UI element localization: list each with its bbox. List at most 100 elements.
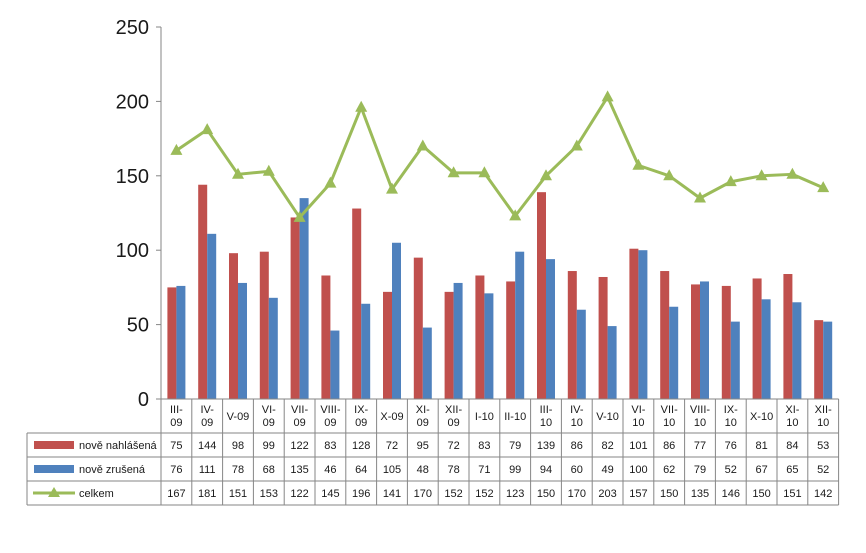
category-label: 10 bbox=[632, 417, 644, 429]
y-tick-label: 100 bbox=[116, 240, 149, 262]
bar-nove-zrusena bbox=[422, 327, 432, 399]
category-label: VII- bbox=[291, 404, 308, 416]
table-cell: 135 bbox=[290, 464, 308, 476]
table-cell: 203 bbox=[598, 488, 616, 500]
category-label: XII- bbox=[815, 404, 832, 416]
bar-nove-zrusena bbox=[330, 330, 340, 399]
table-cell: 144 bbox=[198, 440, 216, 452]
legend-label: nově nahlášená bbox=[79, 440, 158, 452]
table-cell: 145 bbox=[321, 488, 339, 500]
category-label: 10 bbox=[571, 417, 583, 429]
category-label: 09 bbox=[201, 417, 213, 429]
bar-nove-nahlasena bbox=[229, 253, 238, 399]
table-cell: 99 bbox=[263, 440, 275, 452]
bar-nove-zrusena bbox=[268, 297, 278, 399]
table-cell: 46 bbox=[324, 464, 336, 476]
category-label: 09 bbox=[417, 417, 429, 429]
table-cell: 153 bbox=[260, 488, 278, 500]
line-point-celkem bbox=[724, 175, 737, 187]
table-cell: 52 bbox=[725, 464, 737, 476]
table-cell: 72 bbox=[386, 440, 398, 452]
bar-nove-nahlasena bbox=[783, 274, 793, 399]
bar-nove-nahlasena bbox=[691, 284, 700, 399]
bar-nove-nahlasena bbox=[413, 257, 423, 399]
line-point-celkem bbox=[232, 167, 244, 179]
bar-series bbox=[167, 184, 833, 399]
table-cell: 151 bbox=[229, 488, 247, 500]
category-label: VI- bbox=[631, 404, 645, 416]
table-cell: 49 bbox=[601, 464, 613, 476]
category-label: 09 bbox=[355, 417, 367, 429]
bar-nove-zrusena bbox=[238, 282, 247, 399]
bar-nove-nahlasena bbox=[814, 320, 824, 399]
bar-nove-nahlasena bbox=[321, 275, 331, 399]
line-series bbox=[170, 90, 830, 222]
category-label: 10 bbox=[817, 417, 829, 429]
legend-label: celkem bbox=[79, 488, 114, 500]
category-label: 09 bbox=[447, 417, 459, 429]
legend-label: nově zrušená bbox=[79, 464, 146, 476]
line-point-celkem bbox=[170, 143, 183, 155]
table-cell: 72 bbox=[447, 440, 459, 452]
category-label: III- bbox=[540, 404, 553, 416]
table-cell: 128 bbox=[352, 440, 370, 452]
line-point-celkem bbox=[293, 210, 306, 222]
y-tick-label: 50 bbox=[127, 315, 149, 337]
line-point-celkem bbox=[601, 90, 614, 102]
bar-nove-zrusena bbox=[761, 299, 771, 399]
category-label: 09 bbox=[293, 417, 305, 429]
line-point-celkem bbox=[694, 191, 706, 203]
category-label: II-10 bbox=[504, 411, 526, 423]
table-cell: 86 bbox=[663, 440, 675, 452]
table-cell: 76 bbox=[725, 440, 737, 452]
category-label: XI- bbox=[785, 404, 799, 416]
table-cell: 139 bbox=[537, 440, 555, 452]
category-label: V-09 bbox=[227, 411, 250, 423]
y-tick-label: 250 bbox=[116, 17, 149, 39]
bar-nove-zrusena bbox=[392, 242, 401, 399]
bar-nove-nahlasena bbox=[383, 291, 392, 399]
line-point-celkem bbox=[786, 167, 799, 179]
bar-nove-nahlasena bbox=[198, 184, 208, 399]
legend-key-bar bbox=[34, 465, 74, 473]
table-cell: 122 bbox=[290, 440, 308, 452]
table-cell: 181 bbox=[198, 488, 216, 500]
category-label: 10 bbox=[786, 417, 798, 429]
line-point-celkem bbox=[663, 169, 676, 181]
table-cell: 196 bbox=[352, 488, 370, 500]
table-cell: 78 bbox=[232, 464, 244, 476]
bar-nove-nahlasena bbox=[352, 208, 362, 399]
table-cell: 123 bbox=[506, 488, 524, 500]
bar-nove-nahlasena bbox=[475, 275, 485, 399]
table-cell: 142 bbox=[814, 488, 832, 500]
table-cell: 62 bbox=[663, 464, 675, 476]
line-point-celkem bbox=[540, 169, 552, 181]
y-tick-label: 200 bbox=[116, 91, 149, 113]
table-cell: 122 bbox=[290, 488, 308, 500]
bar-nove-zrusena bbox=[361, 303, 371, 399]
table-cell: 150 bbox=[660, 488, 678, 500]
bar-nove-zrusena bbox=[546, 259, 555, 399]
bar-nove-zrusena bbox=[207, 233, 217, 399]
bar-nove-nahlasena bbox=[506, 281, 516, 399]
category-label: XII- bbox=[445, 404, 462, 416]
line-point-celkem bbox=[632, 158, 645, 170]
table-cell: 157 bbox=[629, 488, 647, 500]
category-label: IX- bbox=[354, 404, 368, 416]
line-celkem bbox=[175, 95, 824, 219]
bar-nove-zrusena bbox=[453, 282, 463, 399]
category-label: VIII- bbox=[690, 404, 711, 416]
line-point-celkem bbox=[324, 176, 337, 188]
bar-nove-zrusena bbox=[299, 198, 309, 399]
bar-nove-zrusena bbox=[700, 281, 709, 399]
table-cell: 71 bbox=[478, 464, 490, 476]
bar-nove-nahlasena bbox=[167, 287, 177, 399]
table-cell: 79 bbox=[509, 440, 521, 452]
table-cell: 75 bbox=[170, 440, 182, 452]
category-label: 09 bbox=[324, 417, 336, 429]
bar-nove-zrusena bbox=[484, 293, 494, 399]
line-point-celkem bbox=[570, 139, 583, 151]
table-cell: 78 bbox=[447, 464, 459, 476]
bar-nove-zrusena bbox=[607, 326, 617, 399]
